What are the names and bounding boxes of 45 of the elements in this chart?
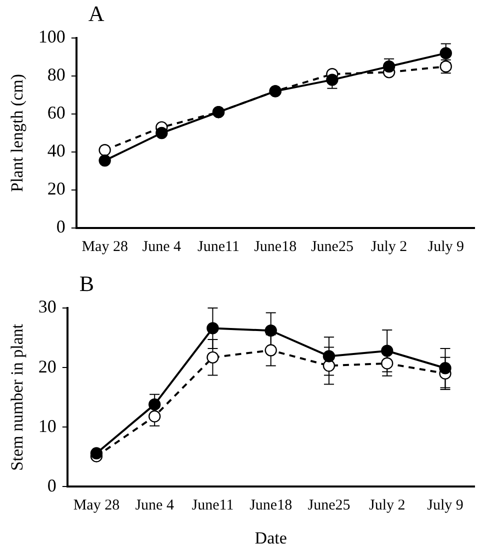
point <box>206 351 219 364</box>
point <box>381 344 394 357</box>
x-tick-label: June18 <box>254 238 297 255</box>
point <box>90 447 103 460</box>
x-tick-label: June11 <box>198 238 240 255</box>
x-tick-label: June 4 <box>135 498 174 514</box>
chart-title: B <box>79 270 94 296</box>
point <box>206 322 219 334</box>
y-tick-label: 20 <box>38 356 56 376</box>
chart-title: A <box>88 0 104 26</box>
y-axis-title: Plant length (cm) <box>8 74 27 192</box>
point <box>148 410 161 422</box>
y-tick-label: 60 <box>47 102 66 123</box>
y-tick-label: 80 <box>47 64 66 85</box>
x-tick-label: May 28 <box>73 498 120 514</box>
point <box>98 154 111 167</box>
x-tick-label: June18 <box>250 498 292 514</box>
y-tick-label: 100 <box>38 26 66 47</box>
y-tick-label: 40 <box>47 140 66 161</box>
x-tick-label: June 4 <box>142 238 182 255</box>
point <box>148 398 161 411</box>
point <box>156 126 168 140</box>
point <box>98 144 111 156</box>
point <box>264 324 277 337</box>
x-tick-label: July 2 <box>370 238 408 255</box>
x-tick-label: June25 <box>308 498 350 514</box>
y-tick-label: 30 <box>38 296 56 317</box>
x-axis-title: Date <box>254 528 287 548</box>
point <box>326 74 338 86</box>
point <box>439 362 452 374</box>
x-tick-label: July 9 <box>427 498 464 514</box>
point <box>322 350 336 362</box>
x-tick-label: July 9 <box>428 238 464 255</box>
y-tick-label: 0 <box>47 475 56 496</box>
point <box>264 344 277 356</box>
x-tick-label: May 28 <box>82 238 128 255</box>
y-tick-label: 0 <box>56 216 66 237</box>
y-tick-label: 20 <box>47 178 66 199</box>
y-tick-label: 10 <box>38 416 56 436</box>
y-axis-title: Stem number in plant <box>8 324 27 471</box>
point <box>440 47 452 60</box>
x-tick-label: July 2 <box>368 498 406 514</box>
x-tick-label: June25 <box>310 238 354 255</box>
x-tick-label: June11 <box>192 498 234 514</box>
point <box>381 357 394 370</box>
